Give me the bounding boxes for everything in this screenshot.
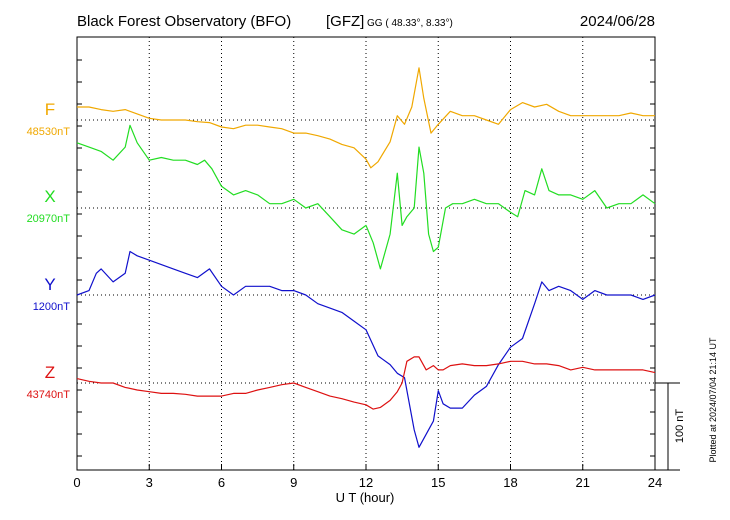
series-line-x bbox=[76, 124, 656, 270]
baseline-label-y: 1200nT bbox=[33, 301, 71, 313]
source-label: [GFZ] bbox=[326, 13, 364, 30]
x-axis-label: U T (hour) bbox=[336, 490, 395, 505]
x-tick-label: 0 bbox=[73, 475, 80, 490]
x-tick-label: 18 bbox=[503, 475, 517, 490]
x-tick-label: 3 bbox=[146, 475, 153, 490]
series-line-y bbox=[76, 250, 656, 448]
x-tick-label: 6 bbox=[218, 475, 225, 490]
x-tick-label: 12 bbox=[359, 475, 373, 490]
baseline-label-f: 48530nT bbox=[27, 126, 71, 138]
x-tick-label: 15 bbox=[431, 475, 445, 490]
series-line-f bbox=[77, 67, 655, 169]
scale-bar: 100 nT bbox=[655, 382, 686, 471]
series-group bbox=[76, 67, 656, 448]
chart-title: Black Forest Observatory (BFO) bbox=[77, 13, 291, 30]
component-label-z: Z bbox=[45, 363, 55, 382]
scale-bar-label: 100 nT bbox=[674, 409, 686, 444]
x-tick-label: 9 bbox=[290, 475, 297, 490]
component-labels: F 48530nT X 20970nT Y 1200nT Z 43740nT bbox=[27, 100, 71, 401]
plotted-timestamp: Plotted at 2024/07/04 21:14 UT bbox=[708, 337, 718, 463]
baseline-label-x: 20970nT bbox=[27, 213, 71, 225]
x-tick-label: 21 bbox=[576, 475, 590, 490]
component-label-x: X bbox=[44, 187, 55, 206]
x-axis-ticks: 0 3 6 9 12 15 18 21 24 bbox=[73, 59, 662, 490]
baseline-label-z: 43740nT bbox=[27, 389, 71, 401]
date-label: 2024/06/28 bbox=[580, 13, 655, 30]
series-line-z bbox=[76, 356, 656, 410]
x-tick-label: 24 bbox=[648, 475, 662, 490]
component-label-y: Y bbox=[44, 275, 55, 294]
coordinates-label: GG ( 48.33°, 8.33°) bbox=[367, 18, 453, 29]
component-label-f: F bbox=[45, 100, 55, 119]
